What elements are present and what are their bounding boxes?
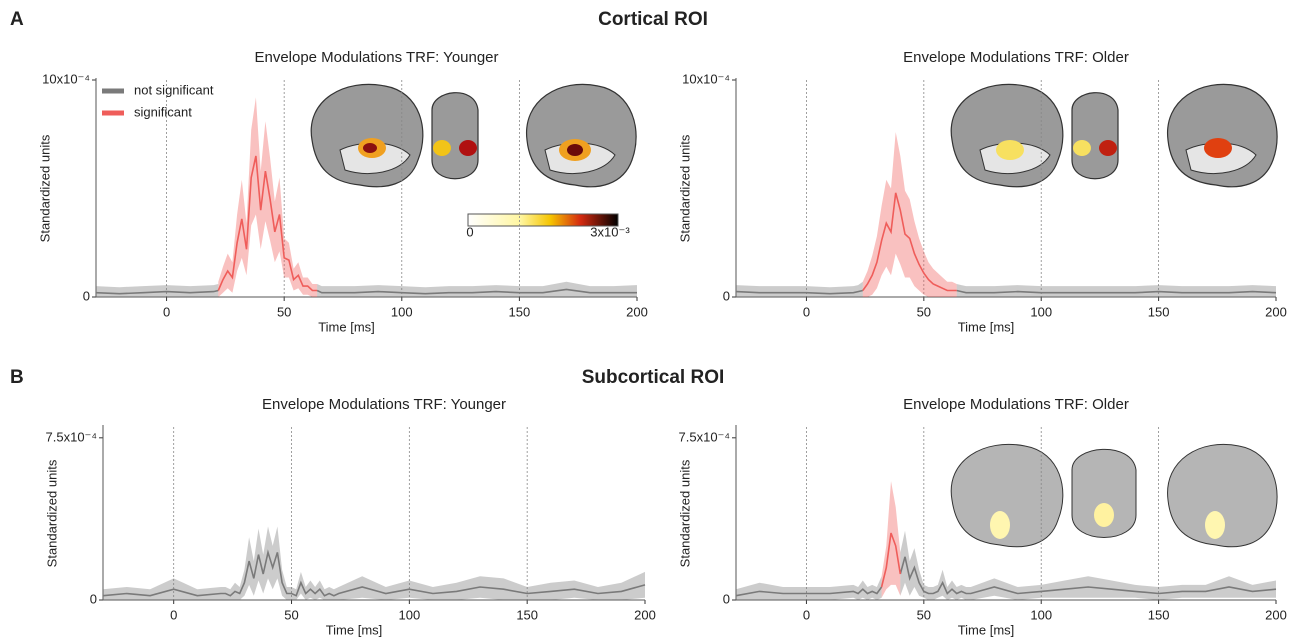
line: [102, 549, 646, 597]
line: [862, 192, 957, 292]
y-tick-label: 10x10⁻⁴: [42, 71, 90, 86]
y-axis-label: Standardized units: [677, 134, 692, 242]
x-tick-label: 200: [1265, 304, 1287, 319]
x-tick-label: 100: [1030, 607, 1052, 622]
x-tick-label: 200: [1265, 607, 1287, 622]
x-tick-label: 100: [398, 607, 420, 622]
line: [217, 155, 318, 292]
x-tick-label: 50: [277, 304, 291, 319]
chart-title: Envelope Modulations TRF: Younger: [262, 396, 506, 413]
x-axis-label: Time [ms]: [326, 622, 383, 637]
y-tick-label: 10x10⁻⁴: [682, 71, 730, 86]
error-band: [862, 132, 957, 297]
chart-title: Envelope Modulations TRF: Younger: [254, 49, 498, 66]
error-band: [96, 281, 637, 297]
error-band: [103, 526, 645, 600]
x-axis-label: Time [ms]: [958, 622, 1015, 637]
colorbar-label: 3x10⁻³: [590, 224, 630, 239]
y-tick-label: 7.5x10⁻⁴: [46, 429, 97, 444]
line: [880, 532, 902, 588]
x-tick-label: 150: [1148, 607, 1170, 622]
x-axis-label: Time [ms]: [958, 319, 1015, 334]
error-band: [736, 281, 1276, 297]
x-tick-label: 150: [1148, 304, 1170, 319]
y-axis-label: Standardized units: [44, 459, 59, 567]
panel-letter: B: [10, 367, 24, 388]
chart-title: Envelope Modulations TRF: Older: [903, 396, 1129, 413]
colorbar-label: 0: [466, 224, 473, 239]
x-tick-label: 0: [170, 607, 177, 622]
line: [735, 289, 1277, 295]
line: [735, 556, 1277, 597]
x-tick-label: 50: [917, 607, 931, 622]
x-tick-label: 150: [509, 304, 531, 319]
y-tick-label: 0: [723, 288, 730, 303]
y-axis-label: Standardized units: [37, 134, 52, 242]
error-band: [881, 481, 901, 598]
x-tick-label: 200: [626, 304, 648, 319]
chart-title: Envelope Modulations TRF: Older: [903, 49, 1129, 66]
panel-title: Cortical ROI: [598, 9, 708, 30]
brain-insets: [310, 83, 637, 227]
x-tick-label: 0: [803, 304, 810, 319]
panel-letter: A: [10, 9, 24, 30]
y-tick-label: 7.5x10⁻⁴: [679, 429, 730, 444]
panel-title: Subcortical ROI: [582, 367, 725, 388]
y-tick-label: 0: [90, 591, 97, 606]
y-tick-label: 0: [83, 288, 90, 303]
line: [95, 288, 637, 295]
x-tick-label: 100: [391, 304, 413, 319]
brain-insets: [950, 443, 1278, 548]
legend-label: not significant: [134, 82, 214, 97]
y-tick-label: 0: [723, 591, 730, 606]
brain-insets: [950, 83, 1278, 188]
legend-label: significant: [134, 104, 192, 119]
x-tick-label: 200: [634, 607, 656, 622]
x-tick-label: 0: [163, 304, 170, 319]
x-axis-label: Time [ms]: [318, 319, 375, 334]
x-tick-label: 100: [1030, 304, 1052, 319]
x-tick-label: 50: [917, 304, 931, 319]
x-tick-label: 0: [803, 607, 810, 622]
y-axis-label: Standardized units: [677, 459, 692, 567]
error-band: [218, 97, 318, 298]
x-tick-label: 150: [516, 607, 538, 622]
x-tick-label: 50: [284, 607, 298, 622]
